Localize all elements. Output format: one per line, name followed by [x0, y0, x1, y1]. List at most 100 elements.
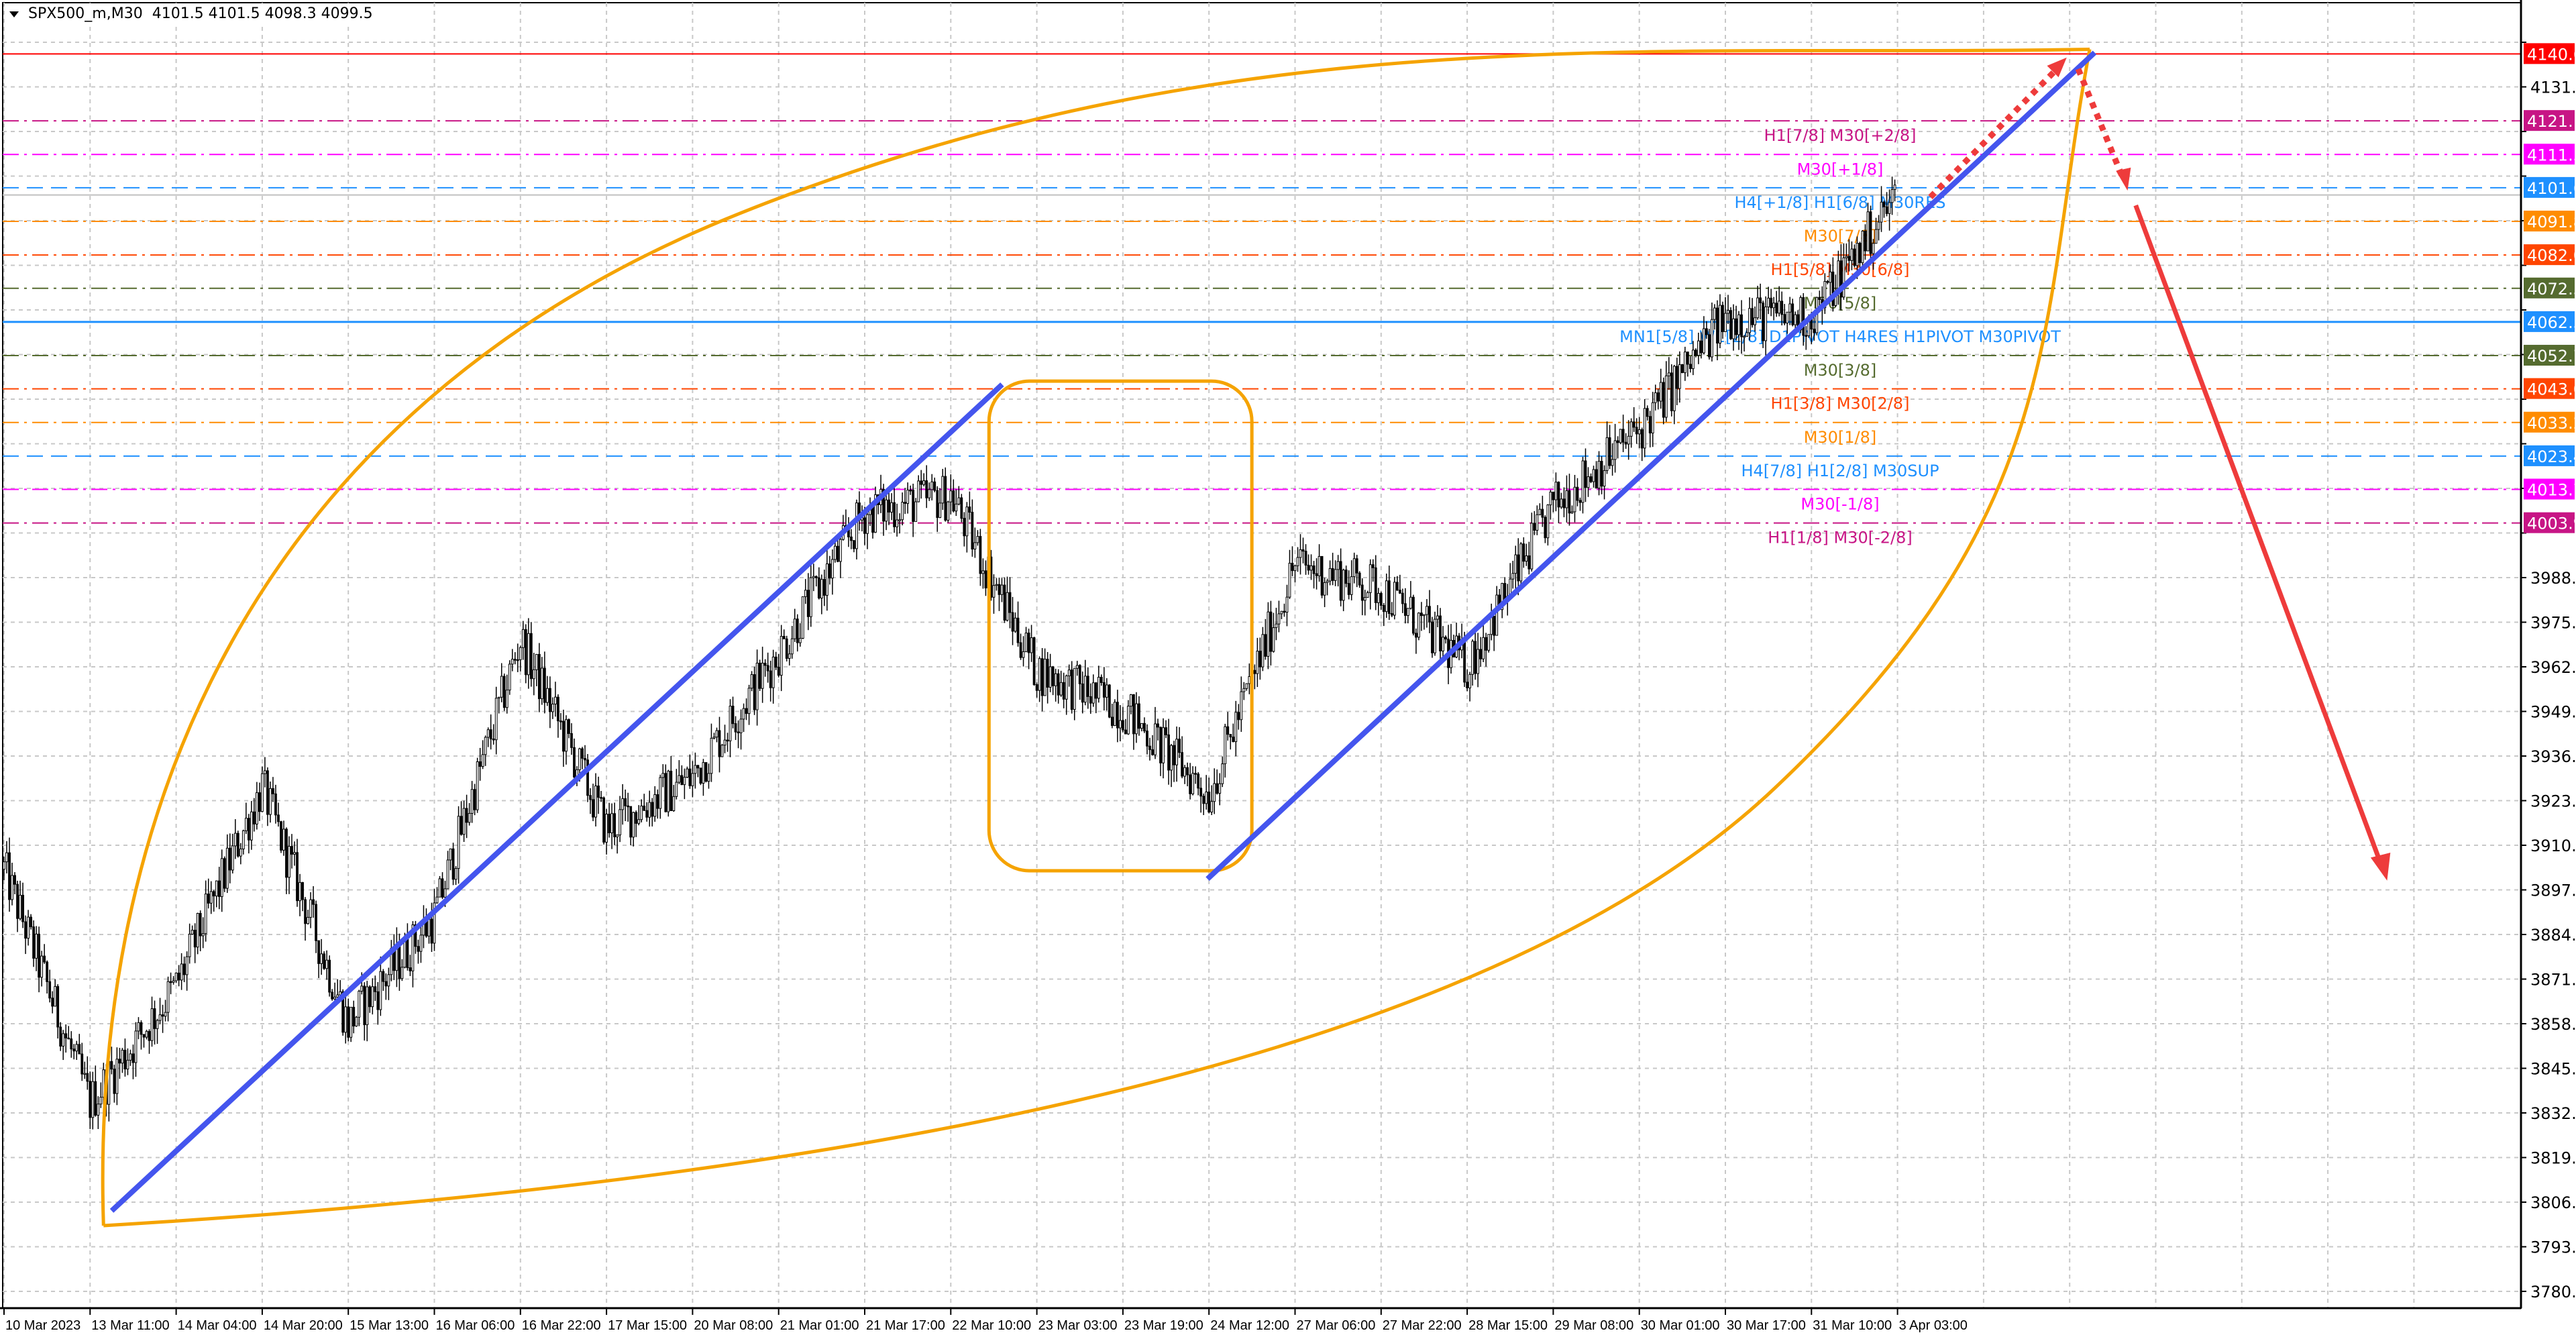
candle-body	[350, 1006, 353, 1038]
candle-body	[850, 536, 853, 541]
candle-body	[853, 540, 855, 549]
candle-body	[532, 669, 535, 680]
price-tag-label: 4043.0	[2527, 380, 2576, 399]
price-tag-label: 4101.6	[2527, 179, 2576, 198]
candle-body	[1216, 783, 1219, 794]
candle-body	[1724, 313, 1727, 332]
candle-body	[1342, 570, 1345, 601]
candle-body	[1439, 615, 1442, 651]
candle-body	[1495, 594, 1499, 636]
candle-body	[355, 1016, 358, 1027]
candle-body	[1560, 498, 1563, 508]
candle-body	[220, 858, 223, 898]
y-tick-label: 3975.0	[2530, 614, 2576, 633]
candle-body	[828, 563, 831, 579]
candle-body	[500, 676, 503, 698]
candle-body	[545, 688, 549, 703]
x-tick-label: 27 Mar 06:00	[1297, 1318, 1376, 1333]
candle-body	[1051, 666, 1055, 686]
x-tick-label: 27 Mar 22:00	[1383, 1318, 1462, 1333]
price-tag-label: 4072.3	[2527, 280, 2576, 299]
x-tick-label: 31 Mar 10:00	[1813, 1318, 1892, 1333]
candle-body	[1444, 637, 1447, 640]
candle-body	[938, 502, 942, 518]
candle-body	[1323, 582, 1326, 596]
y-tick-label: 3858.0	[2530, 1015, 2576, 1034]
candle-body	[1019, 642, 1022, 658]
candle-body	[1756, 297, 1760, 319]
candle-body	[1011, 612, 1014, 632]
candle-body	[185, 956, 189, 975]
candle-body	[19, 894, 21, 919]
candle-body	[462, 808, 466, 835]
candle-body	[1299, 549, 1302, 558]
candle-body	[1805, 335, 1808, 337]
candle-body	[83, 1073, 87, 1075]
candle-body	[1258, 651, 1262, 667]
candle-body	[1552, 491, 1555, 500]
candle-body	[13, 875, 16, 885]
candle-body	[1487, 634, 1491, 651]
candle-body	[1032, 637, 1036, 686]
candle-body	[1140, 722, 1143, 729]
candle-body	[1613, 440, 1617, 460]
candle-body	[1882, 201, 1886, 207]
candle-body	[1656, 392, 1660, 402]
dropdown-triangle-icon[interactable]	[9, 11, 19, 17]
candle-body	[1847, 256, 1851, 261]
candle-body	[1581, 460, 1585, 503]
candle-body	[207, 894, 210, 904]
candle-body	[387, 974, 390, 987]
candle-body	[683, 777, 686, 786]
candle-body	[645, 810, 649, 818]
candle-body	[1893, 184, 1896, 191]
candle-body	[1490, 615, 1493, 635]
candle-body	[747, 688, 751, 714]
candle-body	[1237, 712, 1240, 720]
candle-body	[920, 480, 923, 485]
candle-body	[40, 955, 44, 978]
candle-body	[608, 814, 611, 833]
candle-body	[914, 501, 918, 522]
upper-arc-curve	[101, 48, 2090, 1226]
candle-body	[123, 1049, 127, 1070]
candle-body	[1743, 335, 1746, 338]
candle-body	[1605, 437, 1609, 471]
candle-body	[565, 719, 568, 752]
candle-body	[1417, 612, 1420, 638]
candle-body	[1272, 627, 1275, 652]
candle-body	[1173, 745, 1175, 765]
candle-body	[169, 981, 172, 983]
candle-body	[1057, 673, 1060, 696]
candle-body	[1065, 676, 1068, 700]
candle-body	[72, 1049, 76, 1052]
candle-body	[1105, 684, 1108, 698]
candle-body	[1732, 318, 1735, 339]
candle-body	[1746, 332, 1748, 337]
candle-body	[1094, 682, 1097, 699]
candle-body	[1479, 649, 1483, 659]
x-tick-label: 29 Mar 08:00	[1554, 1318, 1633, 1333]
candle-body	[35, 933, 38, 959]
candle-body	[239, 848, 242, 857]
candle-body	[24, 921, 27, 939]
candle-body	[1194, 773, 1197, 775]
candle-body	[250, 811, 253, 841]
symbol-label: SPX500_m,M30	[28, 5, 143, 22]
candle-body	[309, 899, 312, 918]
murrey-levels: H1[7/8] M30[+2/8] M30[+1/8] H4[+1/8] H1[6/…	[3, 53, 2521, 547]
candle-body	[1522, 543, 1525, 562]
candle-body	[174, 972, 178, 981]
candle-body	[1514, 554, 1517, 574]
candle-body	[51, 998, 54, 1007]
candle-body	[1635, 427, 1638, 435]
x-tick-label: 16 Mar 22:00	[522, 1318, 601, 1333]
candle-body	[1802, 297, 1805, 336]
candle-body	[59, 1026, 62, 1047]
candle-body	[965, 506, 969, 537]
candle-body	[1208, 792, 1211, 812]
candle-body	[1355, 558, 1358, 574]
drawings[interactable]	[101, 48, 2391, 1228]
level-label: MN1[5/8] W1[2/8] D1PIVOT H4RES H1PIVOT M…	[1619, 327, 2061, 346]
